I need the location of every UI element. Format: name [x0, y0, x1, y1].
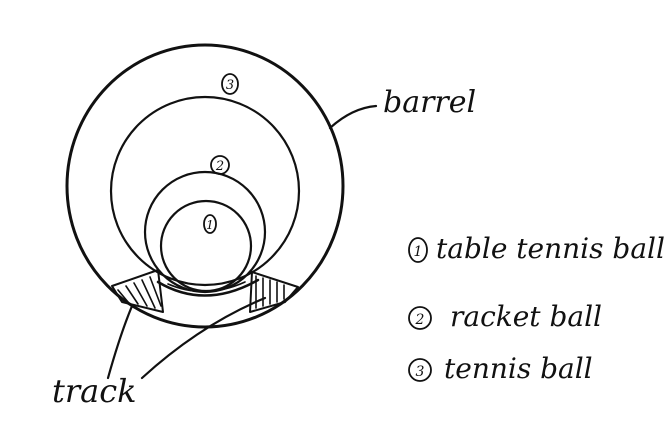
track-right-block — [249, 271, 299, 313]
barrel-circle — [65, 43, 345, 329]
track-base-arc-inner — [167, 281, 246, 293]
marker-2: 2 — [210, 155, 230, 175]
track-leader-line-right — [140, 296, 267, 380]
table-tennis-ball-circle — [159, 199, 253, 293]
legend-item-table-tennis: 1 table tennis ball — [408, 232, 665, 265]
svg-text:racket ball: racket ball — [450, 300, 602, 333]
marker-3: 3 — [221, 73, 239, 95]
barrel-label: barrel — [383, 85, 476, 120]
track-base-arc — [156, 278, 260, 297]
track-label: track — [52, 372, 137, 410]
svg-text:table tennis ball: table tennis ball — [436, 232, 665, 265]
marker-1: 1 — [203, 214, 217, 234]
svg-text:3: 3 — [226, 78, 234, 93]
legend: 1 table tennis ball 2 racket ball 3 tenn… — [408, 232, 665, 385]
svg-text:1: 1 — [206, 218, 214, 232]
barrel-leader-line — [328, 104, 378, 130]
svg-text:2: 2 — [215, 159, 224, 174]
legend-item-tennis-ball: 3 tennis ball — [408, 352, 593, 385]
track-left-block — [111, 269, 164, 313]
track-leader-line-left — [106, 304, 134, 380]
legend-item-racket-ball: 2 racket ball — [408, 300, 602, 333]
svg-text:1: 1 — [414, 244, 423, 260]
tennis-ball-circle — [109, 95, 301, 287]
svg-text:2: 2 — [415, 312, 425, 328]
svg-text:tennis ball: tennis ball — [444, 352, 593, 385]
svg-text:3: 3 — [416, 364, 425, 380]
